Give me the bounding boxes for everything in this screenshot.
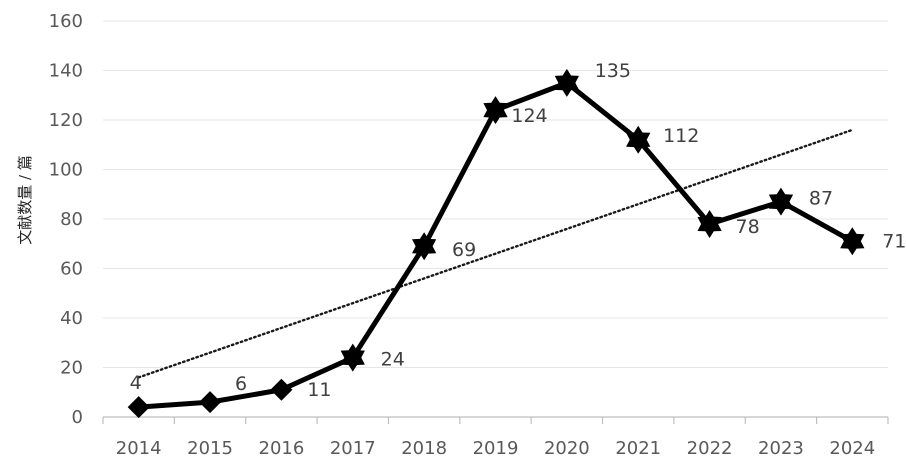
data-marker	[127, 396, 150, 419]
x-tick-label: 2022	[687, 438, 733, 459]
y-axis-label: 文献数量 / 篇	[16, 155, 34, 245]
data-marker	[697, 209, 722, 238]
x-tick-label: 2017	[330, 438, 376, 459]
data-label: 11	[307, 379, 331, 401]
data-marker	[840, 227, 865, 256]
y-axis-ticks: 0 20 40 60 80 100 120 140 160	[49, 11, 83, 428]
x-tick-label: 2019	[473, 438, 519, 459]
series-markers	[127, 68, 865, 419]
trendline	[137, 128, 854, 379]
y-tick-label: 20	[60, 358, 83, 379]
data-label: 112	[663, 125, 699, 147]
data-label: 87	[809, 188, 833, 210]
y-tick-label: 100	[49, 160, 83, 181]
data-marker	[199, 391, 222, 414]
data-marker	[483, 96, 508, 125]
data-label: 135	[595, 60, 631, 82]
x-tick-label: 2018	[401, 438, 447, 459]
gridlines	[103, 20, 888, 368]
x-tick-label: 2014	[116, 438, 162, 459]
x-tick-label: 2020	[544, 438, 590, 459]
data-label: 124	[511, 105, 547, 127]
data-label: 71	[882, 230, 906, 252]
y-tick-label: 60	[60, 259, 83, 280]
x-axis-ticks: 2014 2015 2016 2017 2018 2019 2020 2021 2022 2023…	[102, 417, 889, 459]
data-label: 69	[452, 239, 476, 261]
data-label: 78	[735, 216, 759, 238]
data-marker	[554, 68, 579, 97]
x-tick-label: 2021	[615, 438, 661, 459]
data-label: 4	[130, 372, 142, 394]
y-tick-label: 0	[72, 407, 83, 428]
data-labels: 4 6 11 24 69 124 135 112 78 87 71	[130, 60, 906, 401]
y-tick-label: 160	[49, 11, 83, 32]
data-marker	[626, 125, 651, 154]
data-label: 6	[235, 373, 247, 395]
x-tick-label: 2015	[187, 438, 233, 459]
series-line	[138, 80, 854, 410]
y-tick-label: 140	[49, 61, 83, 82]
data-marker	[270, 378, 293, 401]
data-marker	[340, 343, 365, 372]
data-label: 24	[381, 349, 405, 371]
data-marker	[768, 187, 794, 216]
y-tick-label: 80	[60, 209, 83, 230]
y-tick-label: 40	[60, 308, 83, 329]
y-tick-label: 120	[49, 110, 83, 131]
x-tick-label: 2016	[259, 438, 305, 459]
data-marker	[412, 232, 437, 261]
x-tick-label: 2024	[829, 438, 875, 459]
x-tick-label: 2023	[758, 438, 804, 459]
